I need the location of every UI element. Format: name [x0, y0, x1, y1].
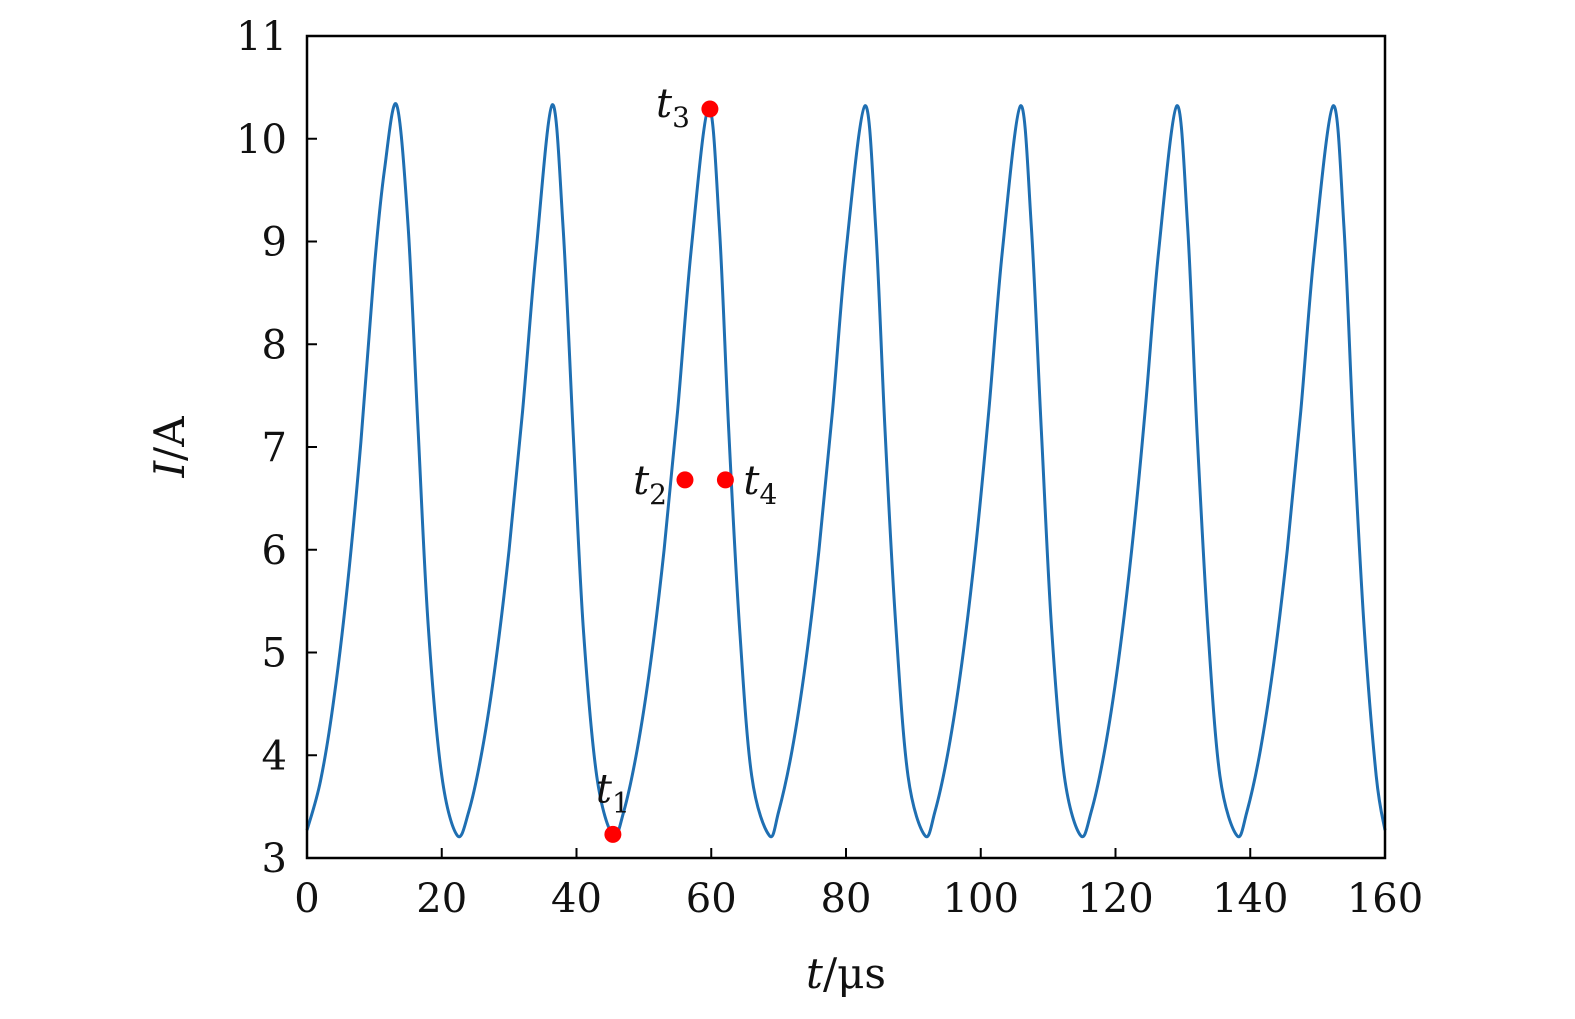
- marker-t3: [701, 100, 719, 118]
- label-t1: t1: [596, 766, 630, 819]
- y-tick-label: 5: [262, 631, 287, 677]
- series-layer: [305, 102, 1387, 839]
- x-axis: 0 20 40 60 80 100 120 140 160: [294, 848, 1423, 922]
- label-t3: t3: [656, 81, 690, 134]
- annotation-layer: t1 t2 t3 t4: [596, 81, 777, 843]
- y-tick-label: 7: [262, 425, 287, 471]
- x-tick-label: 60: [686, 876, 737, 922]
- marker-t4: [716, 471, 734, 489]
- series-line-0: [305, 102, 1387, 839]
- x-axis-title: t/μs: [806, 949, 886, 998]
- y-axis-variable: I: [145, 460, 194, 479]
- marker-t1: [604, 825, 622, 843]
- x-axis-unit: μs: [837, 949, 886, 998]
- y-tick-label: 3: [262, 836, 287, 882]
- y-axis-unit: A: [145, 416, 194, 448]
- x-axis-variable: t: [806, 949, 823, 998]
- x-tick-label: 120: [1077, 876, 1153, 922]
- y-axis-title: I/A: [145, 416, 194, 479]
- x-tick-label: 20: [416, 876, 467, 922]
- y-tick-label: 6: [262, 528, 287, 574]
- y-tick-label: 4: [262, 733, 287, 779]
- x-tick-label: 100: [943, 876, 1019, 922]
- plot-frame: [305, 34, 1387, 860]
- y-tick-label: 9: [262, 220, 287, 266]
- x-tick-label: 140: [1212, 876, 1288, 922]
- x-tick-label: 40: [551, 876, 602, 922]
- y-axis: 3 4 5 6 7 8 9 10 11: [236, 14, 317, 882]
- marker-t2: [676, 471, 694, 489]
- x-tick-label: 80: [821, 876, 872, 922]
- label-t4: t4: [743, 458, 777, 511]
- label-t2: t2: [633, 458, 667, 511]
- y-tick-label: 8: [262, 322, 287, 368]
- y-tick-label: 10: [236, 117, 287, 163]
- x-tick-label: 160: [1347, 876, 1423, 922]
- x-tick-label: 0: [294, 876, 319, 922]
- y-tick-label: 11: [236, 14, 287, 60]
